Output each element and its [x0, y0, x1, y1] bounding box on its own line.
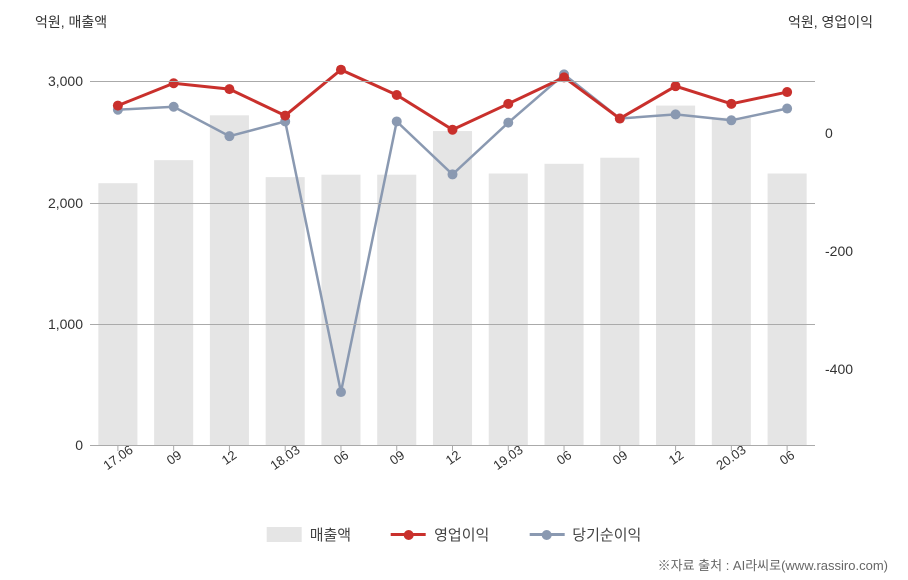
bar — [656, 106, 695, 445]
legend-line1-swatch — [391, 533, 426, 536]
legend-line2-swatch — [529, 533, 564, 536]
line-marker — [503, 118, 513, 128]
line-marker — [336, 65, 346, 75]
bar — [210, 115, 249, 445]
bar — [768, 173, 807, 445]
line-marker — [615, 114, 625, 124]
y-tick-left: 2,000 — [23, 195, 83, 211]
line-marker — [392, 90, 402, 100]
gridline — [90, 81, 815, 82]
gridline — [90, 324, 815, 325]
bar — [545, 164, 584, 445]
line-marker — [113, 101, 123, 111]
line-marker — [726, 99, 736, 109]
bar — [321, 175, 360, 445]
gridline — [90, 445, 815, 446]
line-marker — [782, 104, 792, 114]
line-marker — [224, 131, 234, 141]
legend-line1-label: 영업이익 — [434, 524, 489, 545]
line-marker — [280, 111, 290, 121]
bar — [489, 173, 528, 445]
right-axis-label: 억원, 영업이익 — [788, 12, 873, 32]
line-marker — [336, 387, 346, 397]
chart-svg — [90, 45, 815, 445]
legend-line2-label: 당기순이익 — [572, 524, 641, 545]
bar — [266, 177, 305, 445]
line-marker — [726, 115, 736, 125]
legend-item-bar: 매출액 — [267, 524, 351, 545]
y-tick-left: 0 — [23, 437, 83, 453]
legend: 매출액 영업이익 당기순이익 — [267, 524, 642, 545]
line-marker — [169, 78, 179, 88]
source-text: ※자료 출처 : AI라씨로(www.rassiro.com) — [658, 555, 888, 574]
line-marker — [448, 169, 458, 179]
y-tick-right: -400 — [825, 361, 875, 377]
gridline — [90, 203, 815, 204]
line-marker — [671, 81, 681, 91]
y-tick-left: 3,000 — [23, 73, 83, 89]
y-tick-right: 0 — [825, 125, 875, 141]
y-tick-left: 1,000 — [23, 316, 83, 332]
line-marker — [392, 116, 402, 126]
line-marker — [224, 84, 234, 94]
y-tick-right: -200 — [825, 243, 875, 259]
left-axis-label: 억원, 매출액 — [35, 12, 107, 32]
bar — [600, 158, 639, 445]
bar — [377, 175, 416, 445]
legend-item-line1: 영업이익 — [391, 524, 489, 545]
line-marker — [169, 102, 179, 112]
legend-bar-label: 매출액 — [310, 524, 351, 545]
bar — [98, 183, 137, 445]
line-marker — [503, 99, 513, 109]
legend-bar-swatch — [267, 527, 302, 542]
chart-container: 억원, 매출액 억원, 영업이익 0 1,000 2,000 3,000 -400 -2… — [0, 0, 908, 580]
bar — [712, 118, 751, 445]
line-marker — [782, 87, 792, 97]
line-marker — [671, 109, 681, 119]
legend-item-line2: 당기순이익 — [529, 524, 641, 545]
plot-area — [90, 45, 815, 445]
line-marker — [448, 125, 458, 135]
